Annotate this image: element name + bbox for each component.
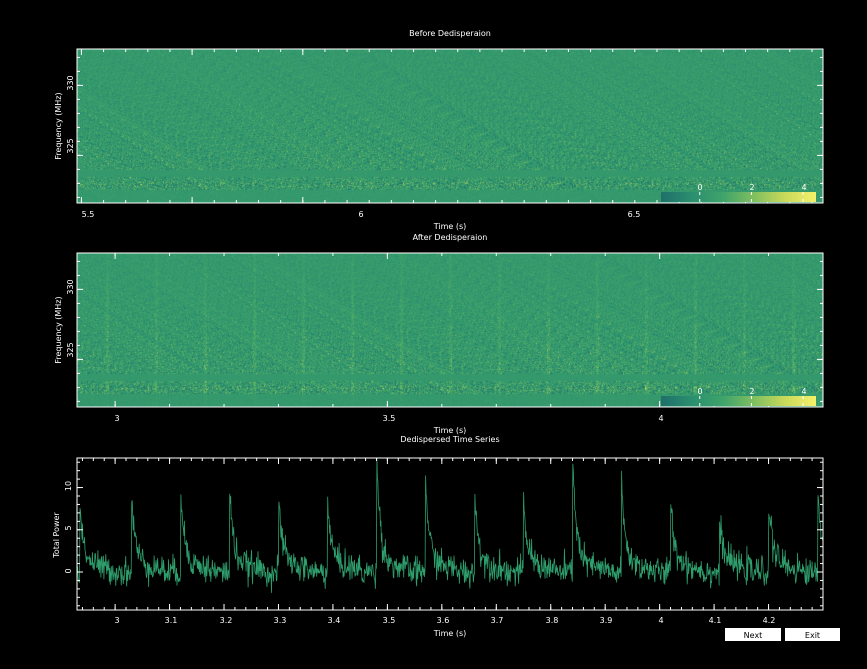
x-tick-label: 6 [358,210,363,219]
colorbar-gradient [661,192,816,202]
x-tick-label: 4 [658,616,663,625]
panel-after-dedispersion: After Dedisperaion 3 3.5 4 325 330 Time … [54,233,824,435]
y-tick-label: 330 [66,279,75,294]
x-tick-label: 4 [658,414,663,423]
x-tick-label: 3.5 [383,414,396,423]
next-button[interactable]: Next [725,628,781,641]
x-axis-label: Time (s) [433,222,467,231]
y-tick-label: 0 [64,568,73,573]
exit-button[interactable]: Exit [785,628,840,641]
colorbar: 0 2 4 [661,387,816,406]
x-tick-label: 3.8 [546,616,559,625]
x-tick-label: 3.3 [274,616,287,625]
colorbar-ticks [699,192,804,202]
x-tick-label: 4.1 [709,616,722,625]
plot-frame [76,48,824,204]
colorbar: 0 2 4 [661,183,816,202]
y-tick-label: 325 [66,138,75,153]
x-tick-label: 3.2 [220,616,233,625]
colorbar-tick-label: 0 [697,183,702,192]
heatmap-image [77,49,823,203]
tick-marks [77,49,823,203]
y-tick-label: 325 [66,342,75,357]
tick-marks [77,458,824,610]
colorbar-tick-label: 4 [801,387,806,396]
x-tick-label: 3.4 [328,616,341,625]
y-tick-label: 5 [64,525,73,530]
plot-frame [76,457,824,611]
x-tick-label: 5.5 [82,210,95,219]
x-axis-label: Time (s) [433,629,467,638]
y-axis-label: Frequency (MHz) [54,92,63,159]
panel-title: After Dedisperaion [413,233,488,242]
y-tick-label: 330 [66,75,75,90]
panel-title: Before Dedisperaion [409,29,491,38]
colorbar-tick-label: 2 [749,387,754,396]
x-tick-label: 3.9 [600,616,613,625]
plot-frame [76,252,824,408]
y-tick-label: 10 [64,481,73,491]
x-tick-label: 3 [114,414,119,423]
x-axis-label: Time (s) [433,426,467,435]
colorbar-tick-label: 0 [697,387,702,396]
panel-time-series: Dedispersed Time Series 3 3.1 3.2 3.3 3.… [52,435,824,638]
y-axis-label: Frequency (MHz) [54,296,63,363]
x-tick-label: 3.6 [437,616,450,625]
x-tick-labels: 3 3.1 3.2 3.3 3.4 3.5 3.6 3.7 3.8 3.9 4 … [114,616,775,625]
colorbar-gradient [661,396,816,406]
x-tick-label: 6.5 [628,210,641,219]
x-tick-label: 3.1 [165,616,178,625]
colorbar-tick-label: 2 [749,183,754,192]
panel-before-dedispersion: Before Dedisperaion 5.5 6 6.5 325 330 Ti… [54,29,824,231]
x-tick-label: 3.7 [491,616,504,625]
x-tick-label: 3 [114,616,119,625]
x-tick-label: 3.5 [383,616,396,625]
panel-title: Dedispersed Time Series [400,435,499,444]
colorbar-tick-label: 4 [801,183,806,192]
colorbar-ticks [699,396,804,406]
heatmap-image [77,253,823,407]
y-axis-label: Total Power [52,512,61,559]
x-tick-label: 4.2 [763,616,776,625]
series-line [76,457,824,593]
